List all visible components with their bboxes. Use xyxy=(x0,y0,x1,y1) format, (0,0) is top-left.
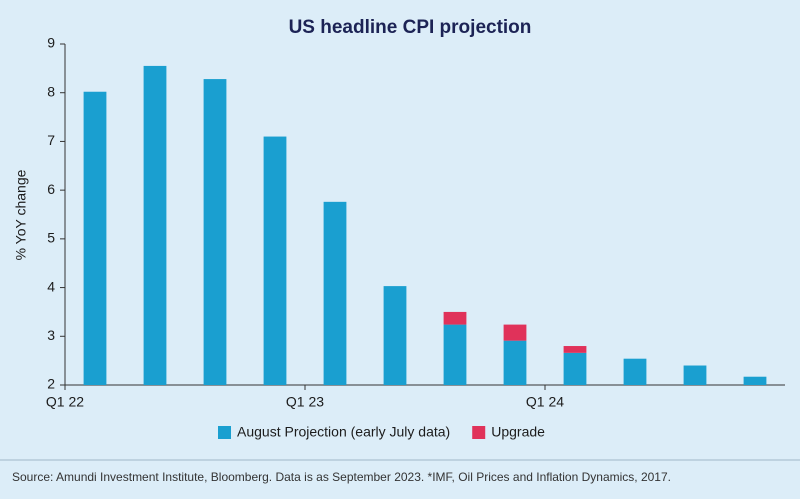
source-note: Source: Amundi Investment Institute, Blo… xyxy=(12,470,671,484)
bar xyxy=(83,91,107,386)
bar xyxy=(263,136,287,385)
y-tick-label: 3 xyxy=(47,327,55,343)
y-axis-label: % YoY change xyxy=(13,169,29,260)
legend-label: August Projection (early July data) xyxy=(237,424,450,440)
x-tick-label: Q1 23 xyxy=(286,394,324,410)
y-tick-label: 8 xyxy=(47,83,55,99)
bar xyxy=(563,346,587,353)
bar xyxy=(623,358,647,385)
bar xyxy=(563,352,587,385)
y-tick-label: 6 xyxy=(47,181,55,197)
bar xyxy=(443,324,467,385)
x-tick-label: Q1 24 xyxy=(526,394,564,410)
bar xyxy=(203,79,227,386)
bar xyxy=(503,324,527,341)
bar xyxy=(143,65,167,386)
legend-label: Upgrade xyxy=(491,424,545,440)
chart-title: US headline CPI projection xyxy=(289,17,532,38)
bar xyxy=(503,340,527,385)
x-tick-label: Q1 22 xyxy=(46,394,84,410)
y-tick-label: 4 xyxy=(47,278,55,294)
bar xyxy=(743,376,767,385)
y-tick-label: 5 xyxy=(47,230,55,246)
legend-swatch xyxy=(218,426,231,439)
bar xyxy=(323,201,347,385)
y-tick-label: 2 xyxy=(47,376,55,392)
y-tick-label: 7 xyxy=(47,132,55,148)
y-tick-label: 9 xyxy=(47,35,55,51)
bar xyxy=(683,365,707,385)
bar xyxy=(443,311,467,325)
legend-swatch xyxy=(472,426,486,439)
bar xyxy=(383,286,407,385)
